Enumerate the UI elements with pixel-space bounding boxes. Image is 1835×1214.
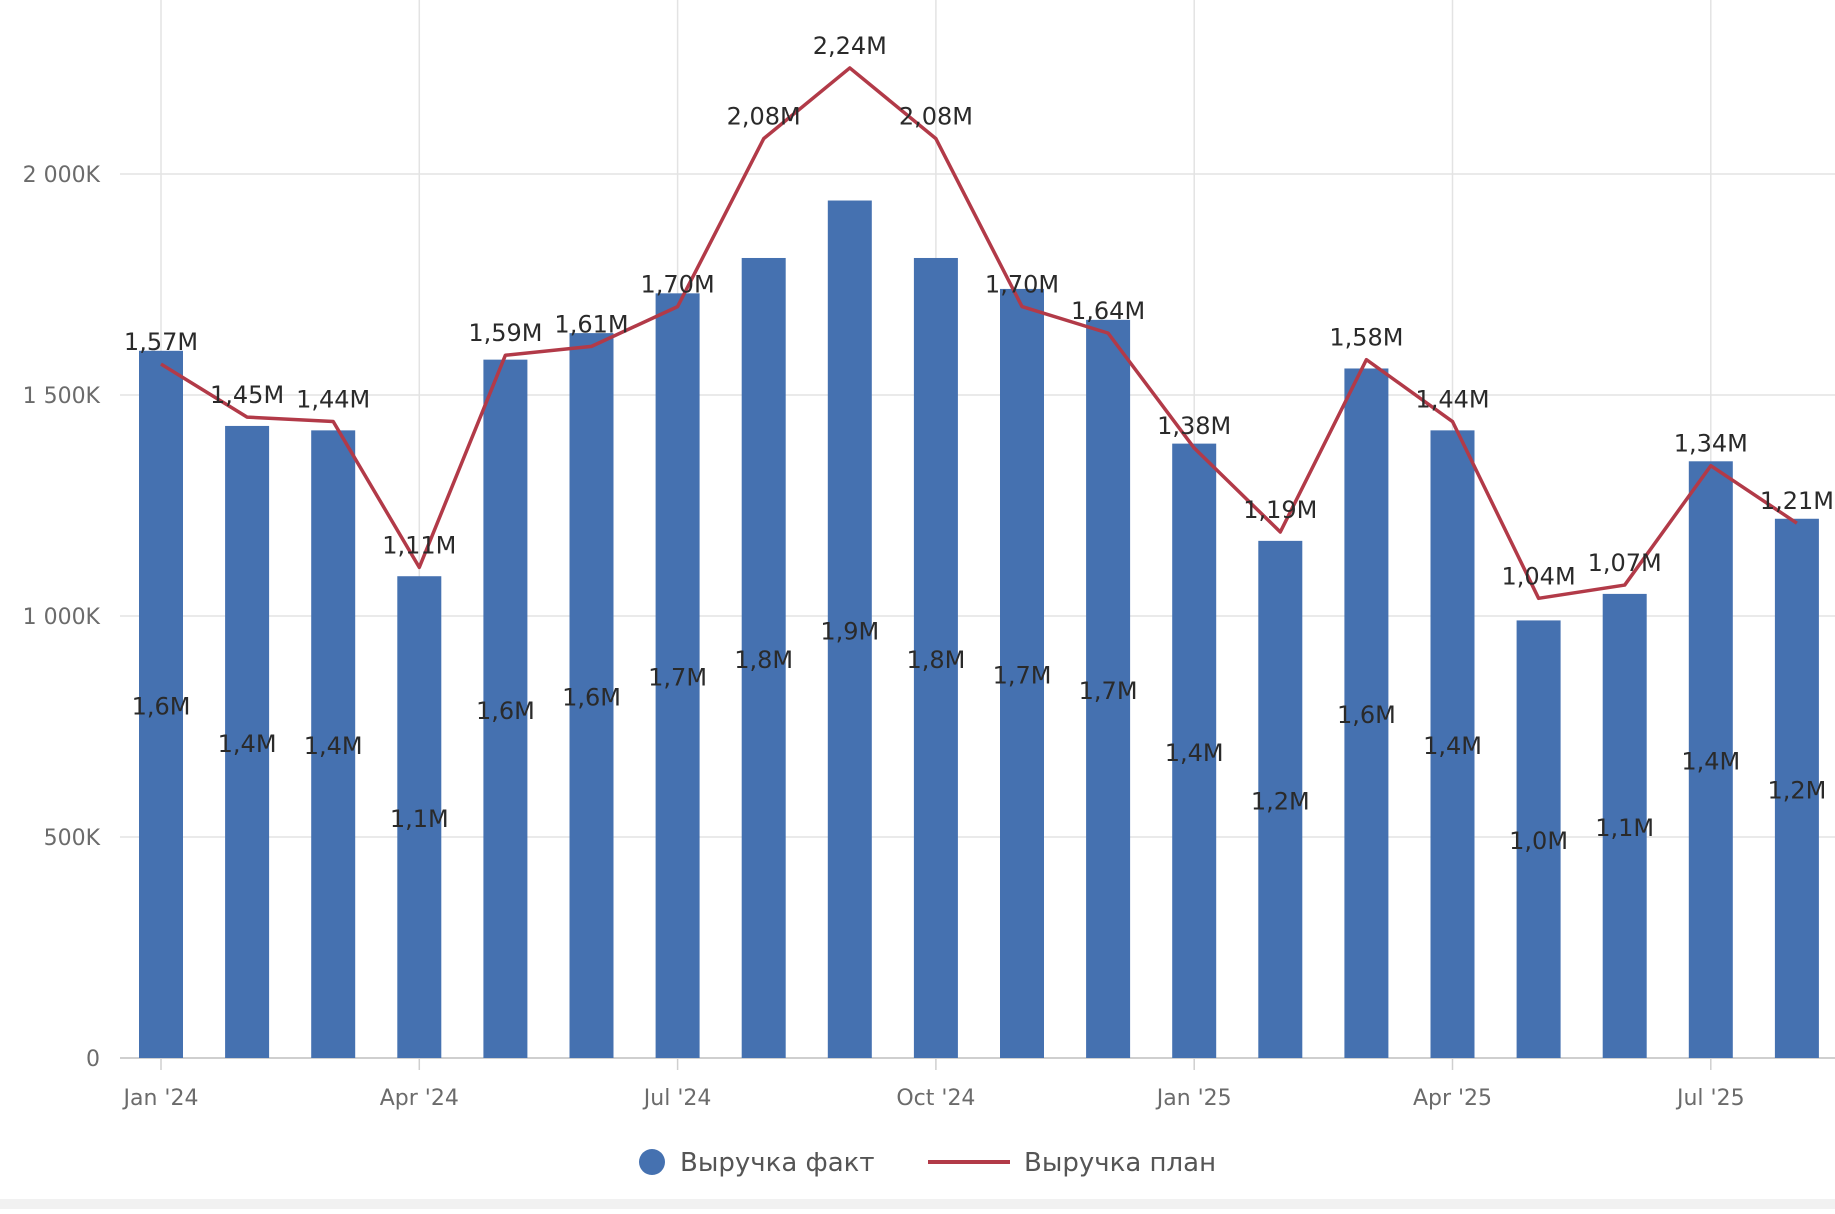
line-data-label: 2,08M [899,103,973,131]
bar [1430,430,1475,1058]
grid-lines [120,0,1835,1058]
x-tick-label: Jul '24 [642,1086,712,1111]
line-path [160,66,1798,601]
y-axis: 0 500K 1 000K 1 500K 2 000K [23,163,101,1072]
bar-data-label: 1,4M [304,732,363,760]
bar-series [139,200,1819,1059]
legend: Выручка факт Выручка план [639,1148,1216,1178]
bar-data-label: 1,2M [1767,776,1826,804]
line-data-label: 1,64M [1071,297,1145,325]
bar [397,576,442,1058]
legend-swatch-fact [639,1149,665,1175]
line-data-label: 1,45M [210,381,284,409]
bar-data-label: 1,7M [993,661,1052,689]
bar [139,350,183,1058]
line-data-label: 1,04M [1502,562,1576,590]
y-tick-label: 2 000K [23,163,101,188]
legend-item-fact[interactable]: Выручка факт [639,1148,875,1178]
line-data-label: 1,57M [124,328,198,356]
bar-data-label: 1,8M [906,646,965,674]
bar [225,425,270,1058]
legend-item-plan[interactable]: Выручка план [928,1148,1216,1178]
bar [1516,620,1561,1058]
line-data-label: 2,08M [727,103,801,131]
line-data-label: 1,38M [1157,412,1231,440]
bar-data-label: 1,6M [132,692,191,720]
bar-data-label: 1,6M [562,684,621,712]
legend-label-plan: Выручка план [1024,1148,1216,1178]
line-data-label: 1,70M [641,271,715,299]
bar [1086,319,1131,1058]
line-data-labels: 1,57M 1,45M 1,44M 1,11M 1,59M 1,61M 1,70M 2,08M… [124,32,1834,590]
line-data-label: 1,11M [382,531,456,559]
bar [913,257,958,1059]
bar-data-label: 1,4M [1165,739,1224,767]
legend-label-fact: Выручка факт [680,1148,875,1178]
bar [483,359,528,1058]
x-tick-label: Jan '25 [1155,1086,1232,1111]
line-data-label: 1,21M [1760,487,1834,515]
line-data-label: 1,59M [468,319,542,347]
y-tick-label: 1 000K [23,605,101,630]
bar-data-label: 1,6M [476,697,535,725]
bar [1602,593,1647,1058]
bar-data-label: 1,8M [734,646,793,674]
line-data-label: 2,24M [813,32,887,60]
line-data-label: 1,07M [1588,549,1662,577]
bar-data-labels: 1,6M 1,4M 1,4M 1,1M 1,6M 1,6M 1,7M 1,8M 1,9M 1,8M… [132,617,1827,855]
bar [741,257,786,1059]
bar [827,200,872,1058]
x-axis: Jan '24 Apr '24 Jul '24 Oct '24 Jan '25 Apr '… [120,1057,1835,1111]
bar-data-label: 1,2M [1251,787,1310,815]
x-tick-label: Oct '24 [896,1086,975,1111]
bar-data-label: 1,1M [1595,814,1654,842]
bar [1344,368,1389,1059]
y-tick-label: 0 [86,1047,100,1072]
line-data-label: 1,70M [985,271,1059,299]
bar [1172,443,1217,1058]
bar-data-label: 1,6M [1337,701,1396,729]
x-tick-label: Jan '24 [122,1086,199,1111]
bar-data-label: 1,4M [1423,732,1482,760]
bar [1000,288,1044,1058]
bar [1258,540,1303,1058]
bar-data-label: 1,4M [218,730,277,758]
bar [311,430,356,1058]
y-tick-label: 1 500K [23,384,101,409]
line-data-label: 1,19M [1243,496,1317,524]
bar [1688,461,1733,1058]
x-tick-label: Apr '25 [1413,1086,1492,1111]
bar-data-label: 1,7M [1079,677,1138,705]
x-tick-label: Apr '24 [380,1086,459,1111]
bar-data-label: 1,4M [1681,748,1740,776]
bar [1774,518,1819,1058]
bar-data-label: 1,7M [648,664,707,692]
line-data-label: 1,44M [296,386,370,414]
bar-data-label: 1,9M [820,617,879,645]
line-data-label: 1,61M [554,310,628,338]
bar [655,293,700,1059]
line-data-label: 1,44M [1415,386,1489,414]
y-tick-label: 500K [44,826,101,851]
line-data-label: 1,58M [1329,324,1403,352]
x-tick-label: Jul '25 [1675,1086,1745,1111]
line-data-label: 1,34M [1674,430,1748,458]
bar-data-label: 1,1M [390,805,449,833]
bar-data-label: 1,0M [1509,827,1568,855]
bar [569,333,614,1058]
line-series [160,66,1798,601]
footer-strip [0,1199,1835,1209]
